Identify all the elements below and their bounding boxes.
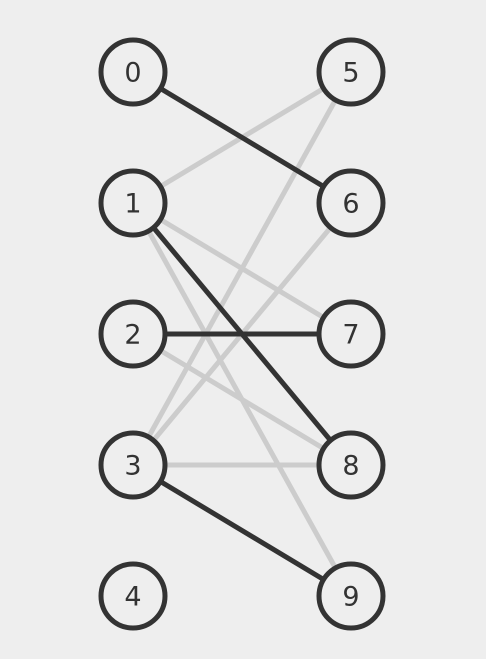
node-circle-1 bbox=[98, 168, 168, 238]
node-circle-7 bbox=[316, 299, 386, 369]
edge-2-8 bbox=[131, 331, 353, 468]
node-label-3: 3 bbox=[124, 451, 141, 482]
node-7: 7 bbox=[316, 299, 386, 369]
node-3: 3 bbox=[98, 430, 168, 500]
node-label-8: 8 bbox=[342, 451, 359, 482]
node-label-4: 4 bbox=[124, 582, 141, 613]
node-label-7: 7 bbox=[342, 320, 359, 351]
edge-3-9 bbox=[131, 462, 353, 599]
node-circle-5 bbox=[316, 37, 386, 107]
node-circle-0 bbox=[98, 37, 168, 107]
node-label-0: 0 bbox=[124, 58, 141, 89]
node-circle-3 bbox=[98, 430, 168, 500]
dark-edges bbox=[131, 69, 353, 599]
node-circle-2 bbox=[98, 299, 168, 369]
node-2: 2 bbox=[98, 299, 168, 369]
node-circle-4 bbox=[98, 561, 168, 631]
edge-1-7 bbox=[131, 200, 353, 337]
node-4: 4 bbox=[98, 561, 168, 631]
edge-0-6 bbox=[131, 69, 353, 206]
node-label-5: 5 bbox=[342, 58, 359, 89]
node-6: 6 bbox=[316, 168, 386, 238]
node-5: 5 bbox=[316, 37, 386, 107]
node-circle-6 bbox=[316, 168, 386, 238]
node-9: 9 bbox=[316, 561, 386, 631]
node-label-1: 1 bbox=[124, 189, 141, 220]
node-label-2: 2 bbox=[124, 320, 141, 351]
node-0: 0 bbox=[98, 37, 168, 107]
node-circle-8 bbox=[316, 430, 386, 500]
node-label-6: 6 bbox=[342, 189, 359, 220]
node-1: 1 bbox=[98, 168, 168, 238]
graph-nodes: 0 1 2 3 4 5 6 7 8 9 bbox=[98, 37, 386, 631]
node-circle-9 bbox=[316, 561, 386, 631]
node-8: 8 bbox=[316, 430, 386, 500]
node-label-9: 9 bbox=[342, 582, 359, 613]
